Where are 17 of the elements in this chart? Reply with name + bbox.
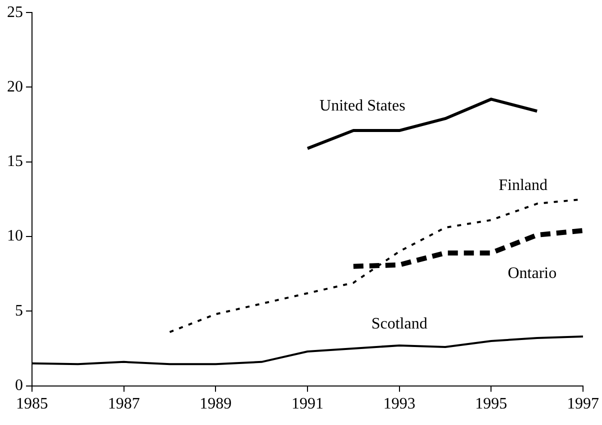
x-tick-label: 1995 xyxy=(475,396,508,413)
series-label: United States xyxy=(320,98,406,115)
y-tick-label: 0 xyxy=(15,377,23,394)
series-label: Ontario xyxy=(508,265,557,282)
y-tick-label: 5 xyxy=(15,302,23,320)
x-tick-label: 1987 xyxy=(108,396,140,413)
x-tick-label: 1989 xyxy=(200,396,232,413)
x-tick-label: 1993 xyxy=(383,396,416,413)
series-label: Scotland xyxy=(371,316,428,333)
x-tick-label: 1991 xyxy=(292,396,324,413)
x-tick-label: 1985 xyxy=(16,396,48,413)
x-tick-label: 1997 xyxy=(567,396,599,413)
y-tick-label: 25 xyxy=(7,4,23,21)
y-tick-label: 20 xyxy=(7,78,23,96)
y-tick-label: 10 xyxy=(7,228,23,245)
series-label: Finland xyxy=(498,176,548,194)
y-tick-label: 15 xyxy=(7,153,23,170)
